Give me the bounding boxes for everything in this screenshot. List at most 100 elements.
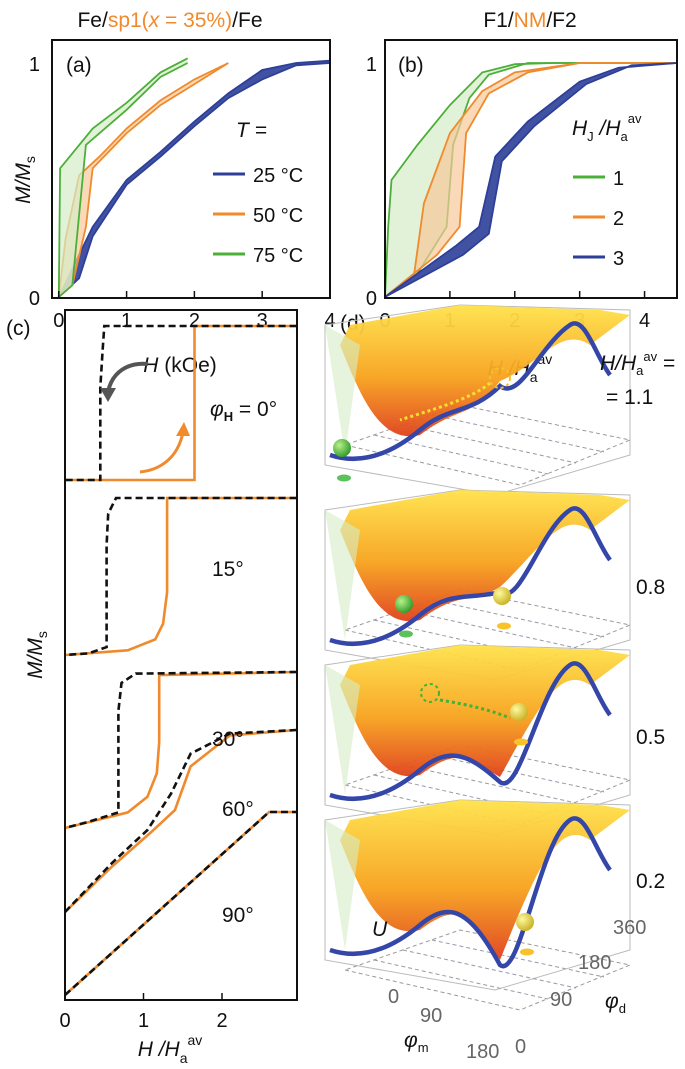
energy-surface: [340, 305, 630, 437]
x-tick-label: 4: [324, 310, 335, 332]
panel-c-ylabel: M/Ms: [24, 631, 50, 679]
series-upper-branch: [384, 62, 678, 298]
grid-line: [431, 599, 605, 638]
grid-line: [402, 764, 577, 804]
x-tick-label: 0: [53, 310, 64, 332]
side-surface: [325, 665, 360, 795]
side-surface: [325, 510, 360, 640]
level-label: = 1.1: [606, 386, 653, 409]
panel-d: (d) H/Haav = = 1.1 0.8 0.5 0.2 U 0 90 18…: [324, 304, 675, 1063]
ball-shadow: [399, 630, 413, 638]
energy-landscape-3: [324, 799, 632, 1011]
x-tick-label: 0: [59, 1010, 70, 1032]
solid-curve: [64, 810, 297, 996]
y-tick: 180: [578, 952, 611, 974]
panel-a-ylabel: M/Ms: [12, 156, 38, 204]
series-upper-branch: [57, 57, 189, 298]
x-tick: 90: [420, 1005, 442, 1027]
x-axis-label: φm: [404, 1029, 429, 1055]
legend-label: 25 °C: [253, 165, 303, 187]
dashed-curve: [64, 728, 297, 913]
panel-b-frame: [384, 39, 678, 299]
panel-c-xlabel: H /Haav: [138, 1032, 203, 1066]
grid-line: [402, 949, 577, 989]
angle-label-90: 90°: [222, 904, 254, 927]
angle-label-60: 60°: [222, 798, 254, 821]
angle-label-0: φH = 0°: [210, 398, 277, 424]
y-axis-label: φd: [605, 990, 626, 1016]
angle-label-30: 30°: [212, 728, 244, 751]
ball-shadow: [337, 474, 351, 482]
switching-path-arrow: [399, 381, 491, 422]
level-label: 0.2: [636, 870, 665, 893]
y-tick: 0: [515, 1036, 526, 1058]
legend-a-title: T =: [236, 119, 267, 142]
angle-label-15: 15°: [212, 558, 244, 581]
magnetization-ball-icon: [516, 913, 534, 931]
z-axis-label: U: [372, 918, 388, 941]
solid-curve: [64, 670, 297, 830]
solid-curve: [64, 496, 297, 657]
grid-line: [373, 434, 549, 475]
grid-line: [431, 414, 605, 453]
panel-c-label: (c): [6, 317, 31, 340]
x-tick: 0: [388, 986, 399, 1008]
grid-line: [402, 609, 577, 649]
arrow-up-icon: [139, 431, 185, 474]
energy-surface: [340, 490, 630, 622]
legend-label: 3: [613, 248, 624, 270]
series-lower-branch: [58, 62, 229, 298]
arrowhead-icon: [176, 422, 190, 436]
ball-shadow: [497, 622, 511, 630]
blue-energy-curve: [329, 816, 612, 969]
panel-c: (c) 0 1 2 φH = 0° 15° 30° 60° 90° M/Ms H /…: [6, 309, 298, 1066]
y-tick-label: 1: [29, 54, 40, 76]
panel-b-title: F1/NM/F2: [483, 9, 576, 32]
grid-line: [431, 939, 605, 978]
dashed-curve: [64, 496, 297, 657]
floor-grid: [343, 929, 632, 1011]
y-tick-label: 1: [366, 54, 377, 76]
series-lower-branch: [58, 62, 189, 298]
grid-line: [373, 959, 549, 1000]
dashed-curve: [64, 670, 297, 830]
dashed-curve: [65, 324, 297, 482]
field-label: H/Haav =: [600, 349, 675, 378]
level-label: 0.8: [636, 576, 665, 599]
y-tick: 360: [613, 917, 646, 939]
legend-label: 1: [613, 168, 624, 190]
y-tick-label: 0: [29, 288, 40, 310]
legend-b-title: HJ /Haav: [572, 111, 642, 144]
x-tick-label: 2: [189, 310, 200, 332]
y-tick: 90: [550, 989, 572, 1011]
panel-a-label: (a): [66, 54, 92, 77]
energy-landscape-0: [324, 304, 632, 496]
loop-arrow-icon: [420, 683, 440, 703]
arrow-down-icon: [106, 361, 149, 393]
legend-label: 2: [613, 208, 624, 230]
solid-curve: [65, 324, 297, 482]
side-surface: [325, 325, 360, 455]
solid-curve: [64, 728, 297, 913]
x-tick-label: 4: [639, 310, 650, 332]
ball-shadow: [514, 738, 528, 746]
energy-landscape-2: [324, 644, 632, 836]
switching-path-arrow: [439, 698, 511, 720]
y-tick-label: 0: [366, 288, 377, 310]
level-label: 0.5: [636, 726, 665, 749]
panel-a-title: Fe/sp1(x = 35%)/Fe: [77, 9, 262, 32]
panel-a-frame: [51, 39, 331, 299]
energy-surface: [340, 645, 630, 777]
blue-energy-curve: [329, 321, 612, 462]
legend-label: 75 °C: [253, 245, 303, 267]
series-upper-branch: [57, 59, 331, 298]
magnetization-ball-icon: [395, 595, 413, 613]
arrowhead-icon: [100, 388, 116, 402]
dashed-curve: [64, 810, 297, 996]
x-tick-label: 1: [121, 310, 132, 332]
grid-line: [431, 754, 605, 793]
panel-b-label: (b): [398, 54, 424, 77]
grid-line: [402, 424, 577, 464]
